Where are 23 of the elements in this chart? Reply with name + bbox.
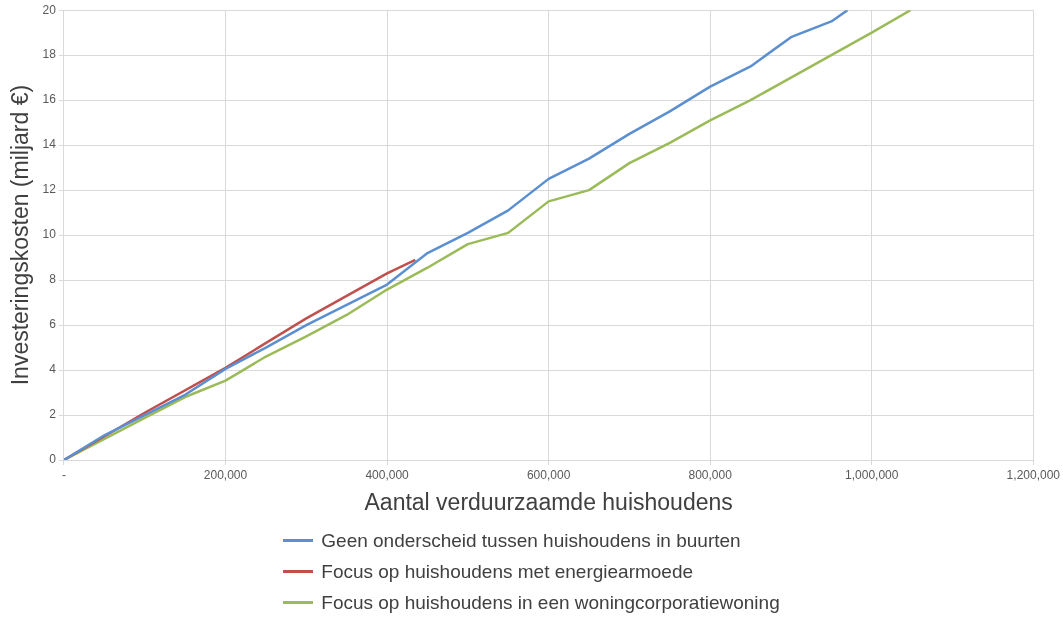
legend-label: Focus op huishoudens in een woningcorporatiewoning [321,591,780,615]
legend-label: Focus op huishoudens met energiearmoede [321,560,694,584]
y-axis-title: Investeringskosten (miljard €) [7,84,34,386]
x-tick-label: 1,000,000 [845,467,899,482]
y-tick-label: 12 [42,182,57,197]
y-tick-label: 16 [42,92,57,107]
x-tick-label: 1,200,000 [1006,467,1061,482]
y-tick-label: 14 [42,137,57,152]
y-tick-label: 0 [49,452,57,467]
y-tick-label: 8 [49,272,57,287]
y-tick-label: 20 [42,2,57,17]
legend-label: Geen onderscheid tussen huishoudens in buurten [321,529,741,553]
y-tick-label: 2 [49,407,57,422]
y-tick-label: 18 [42,47,57,62]
x-tick-label: 600,000 [526,467,571,482]
y-tick-label: 6 [49,317,57,332]
x-tick-label: 200,000 [203,467,248,482]
x-tick-label: - [61,467,66,482]
y-tick-label: 4 [49,362,57,377]
x-tick-label: 800,000 [688,467,733,482]
x-tick-label: 400,000 [365,467,410,482]
x-axis-title: Aantal verduurzaamde huishoudens [364,488,733,515]
y-tick-label: 10 [42,227,57,242]
